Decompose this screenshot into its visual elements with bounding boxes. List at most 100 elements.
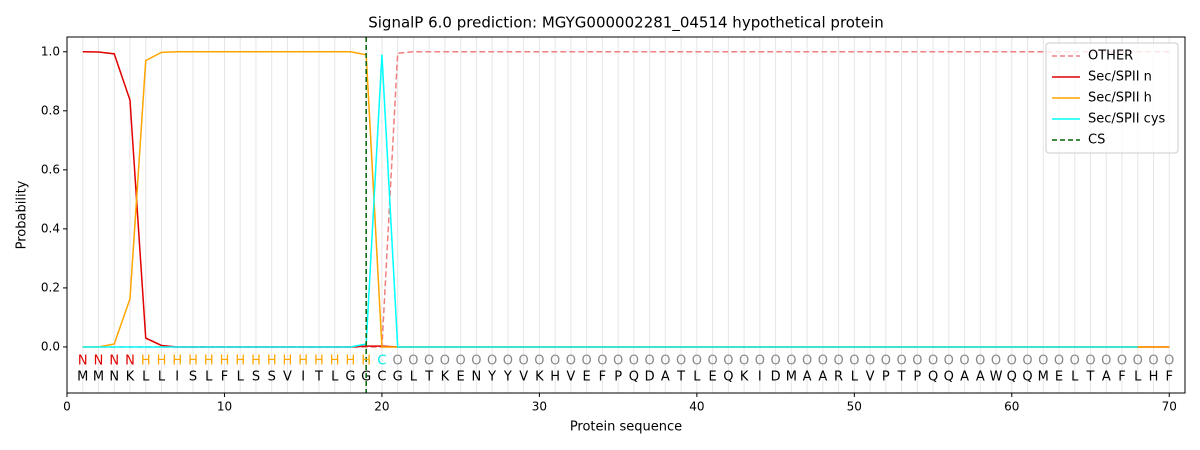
- residue-label: N: [94, 354, 104, 369]
- residue-label: O: [424, 354, 434, 369]
- residue-letter: L: [1071, 370, 1079, 385]
- legend-label: Sec/SPII h: [1088, 91, 1152, 106]
- plot-frame: [66, 36, 1186, 394]
- residue-label: O: [660, 354, 670, 369]
- residue-letter: P: [614, 370, 622, 385]
- residue-letter: L: [237, 370, 245, 385]
- residue-label: N: [78, 354, 88, 369]
- residue-label: N: [109, 354, 119, 369]
- residue-letter: F: [599, 370, 606, 385]
- legend-label: Sec/SPII n: [1088, 70, 1152, 85]
- residue-letter: W: [990, 370, 1003, 385]
- residue-label: O: [1133, 354, 1143, 369]
- residue-letter: V: [866, 370, 875, 385]
- residue-label: H: [346, 354, 356, 369]
- residue-label: O: [786, 354, 796, 369]
- residue-label: O: [440, 354, 450, 369]
- residue-letter: L: [1134, 370, 1142, 385]
- residue-label: N: [125, 354, 135, 369]
- residue-letter: A: [960, 370, 969, 385]
- residue-letter: E: [583, 370, 591, 385]
- residue-letter: K: [441, 370, 450, 385]
- chart-title: SignalP 6.0 prediction: MGYG000002281_04…: [368, 14, 884, 33]
- x-tick-label: 20: [374, 400, 389, 414]
- residue-letter: M: [77, 370, 88, 385]
- residue-letter: K: [126, 370, 135, 385]
- residue-label: O: [991, 354, 1001, 369]
- residue-letter: E: [708, 370, 716, 385]
- series-line: [82, 51, 1170, 348]
- residue-letter: Q: [723, 370, 733, 385]
- residue-label: O: [1038, 354, 1048, 369]
- residue-letter: N: [109, 370, 119, 385]
- y-axis-label: Probability: [15, 180, 30, 249]
- residue-label: O: [1007, 354, 1017, 369]
- y-tick-label: 0.0: [41, 339, 60, 353]
- residue-letter: T: [897, 370, 906, 385]
- residue-label: O: [503, 354, 513, 369]
- residue-label: O: [912, 354, 922, 369]
- x-tick-label: 40: [689, 400, 704, 414]
- residue-label: O: [1085, 354, 1095, 369]
- residue-label: O: [629, 354, 639, 369]
- residue-letter: V: [283, 370, 292, 385]
- x-tick-label: 60: [1004, 400, 1019, 414]
- residue-letter: S: [252, 370, 260, 385]
- residue-label: H: [204, 354, 214, 369]
- residue-letter: D: [645, 370, 655, 385]
- residue-label: O: [1101, 354, 1111, 369]
- residue-letter: L: [205, 370, 213, 385]
- residue-label: H: [235, 354, 245, 369]
- residue-label: O: [487, 354, 497, 369]
- residue-letter: Q: [928, 370, 938, 385]
- residue-letter: A: [661, 370, 670, 385]
- residue-letter: L: [142, 370, 150, 385]
- residue-label: O: [975, 354, 985, 369]
- residue-letter: I: [758, 370, 762, 385]
- residue-letter: E: [457, 370, 465, 385]
- residue-letter: V: [519, 370, 528, 385]
- residue-letter: T: [424, 370, 433, 385]
- y-tick-label: 0.4: [41, 221, 60, 235]
- residue-letter: I: [175, 370, 179, 385]
- residue-letter: T: [1086, 370, 1095, 385]
- residue-label: H: [251, 354, 261, 369]
- residue-letter: A: [818, 370, 827, 385]
- residue-letter: G: [345, 370, 355, 385]
- residue-label: O: [566, 354, 576, 369]
- residue-label: O: [928, 354, 938, 369]
- residue-label: O: [707, 354, 717, 369]
- residue-label: O: [723, 354, 733, 369]
- residue-label: O: [865, 354, 875, 369]
- residue-letter: E: [1055, 370, 1063, 385]
- residue-label: O: [755, 354, 765, 369]
- x-tick-label: 10: [217, 400, 232, 414]
- x-tick-label: 0: [63, 400, 71, 414]
- residue-label: O: [393, 354, 403, 369]
- residue-label: O: [692, 354, 702, 369]
- residue-label: O: [802, 354, 812, 369]
- residue-label: O: [818, 354, 828, 369]
- y-tick-label: 1.0: [41, 44, 60, 58]
- x-tick-label: 30: [532, 400, 547, 414]
- residue-label: H: [314, 354, 324, 369]
- residue-label: O: [1022, 354, 1032, 369]
- legend-box: [1045, 42, 1179, 154]
- residue-letter: V: [566, 370, 575, 385]
- residue-label: O: [408, 354, 418, 369]
- residue-letter: N: [472, 370, 482, 385]
- residue-label: H: [298, 354, 308, 369]
- residue-label: O: [645, 354, 655, 369]
- residue-label: O: [1070, 354, 1080, 369]
- residue-label: O: [896, 354, 906, 369]
- residue-label: H: [172, 354, 182, 369]
- residue-label: O: [471, 354, 481, 369]
- legend-label: OTHER: [1088, 49, 1133, 64]
- residue-letter: S: [268, 370, 276, 385]
- residue-letter: G: [393, 370, 403, 385]
- residue-label: O: [739, 354, 749, 369]
- residue-label: C: [377, 354, 386, 369]
- residue-letter: R: [834, 370, 843, 385]
- residue-letter: I: [301, 370, 305, 385]
